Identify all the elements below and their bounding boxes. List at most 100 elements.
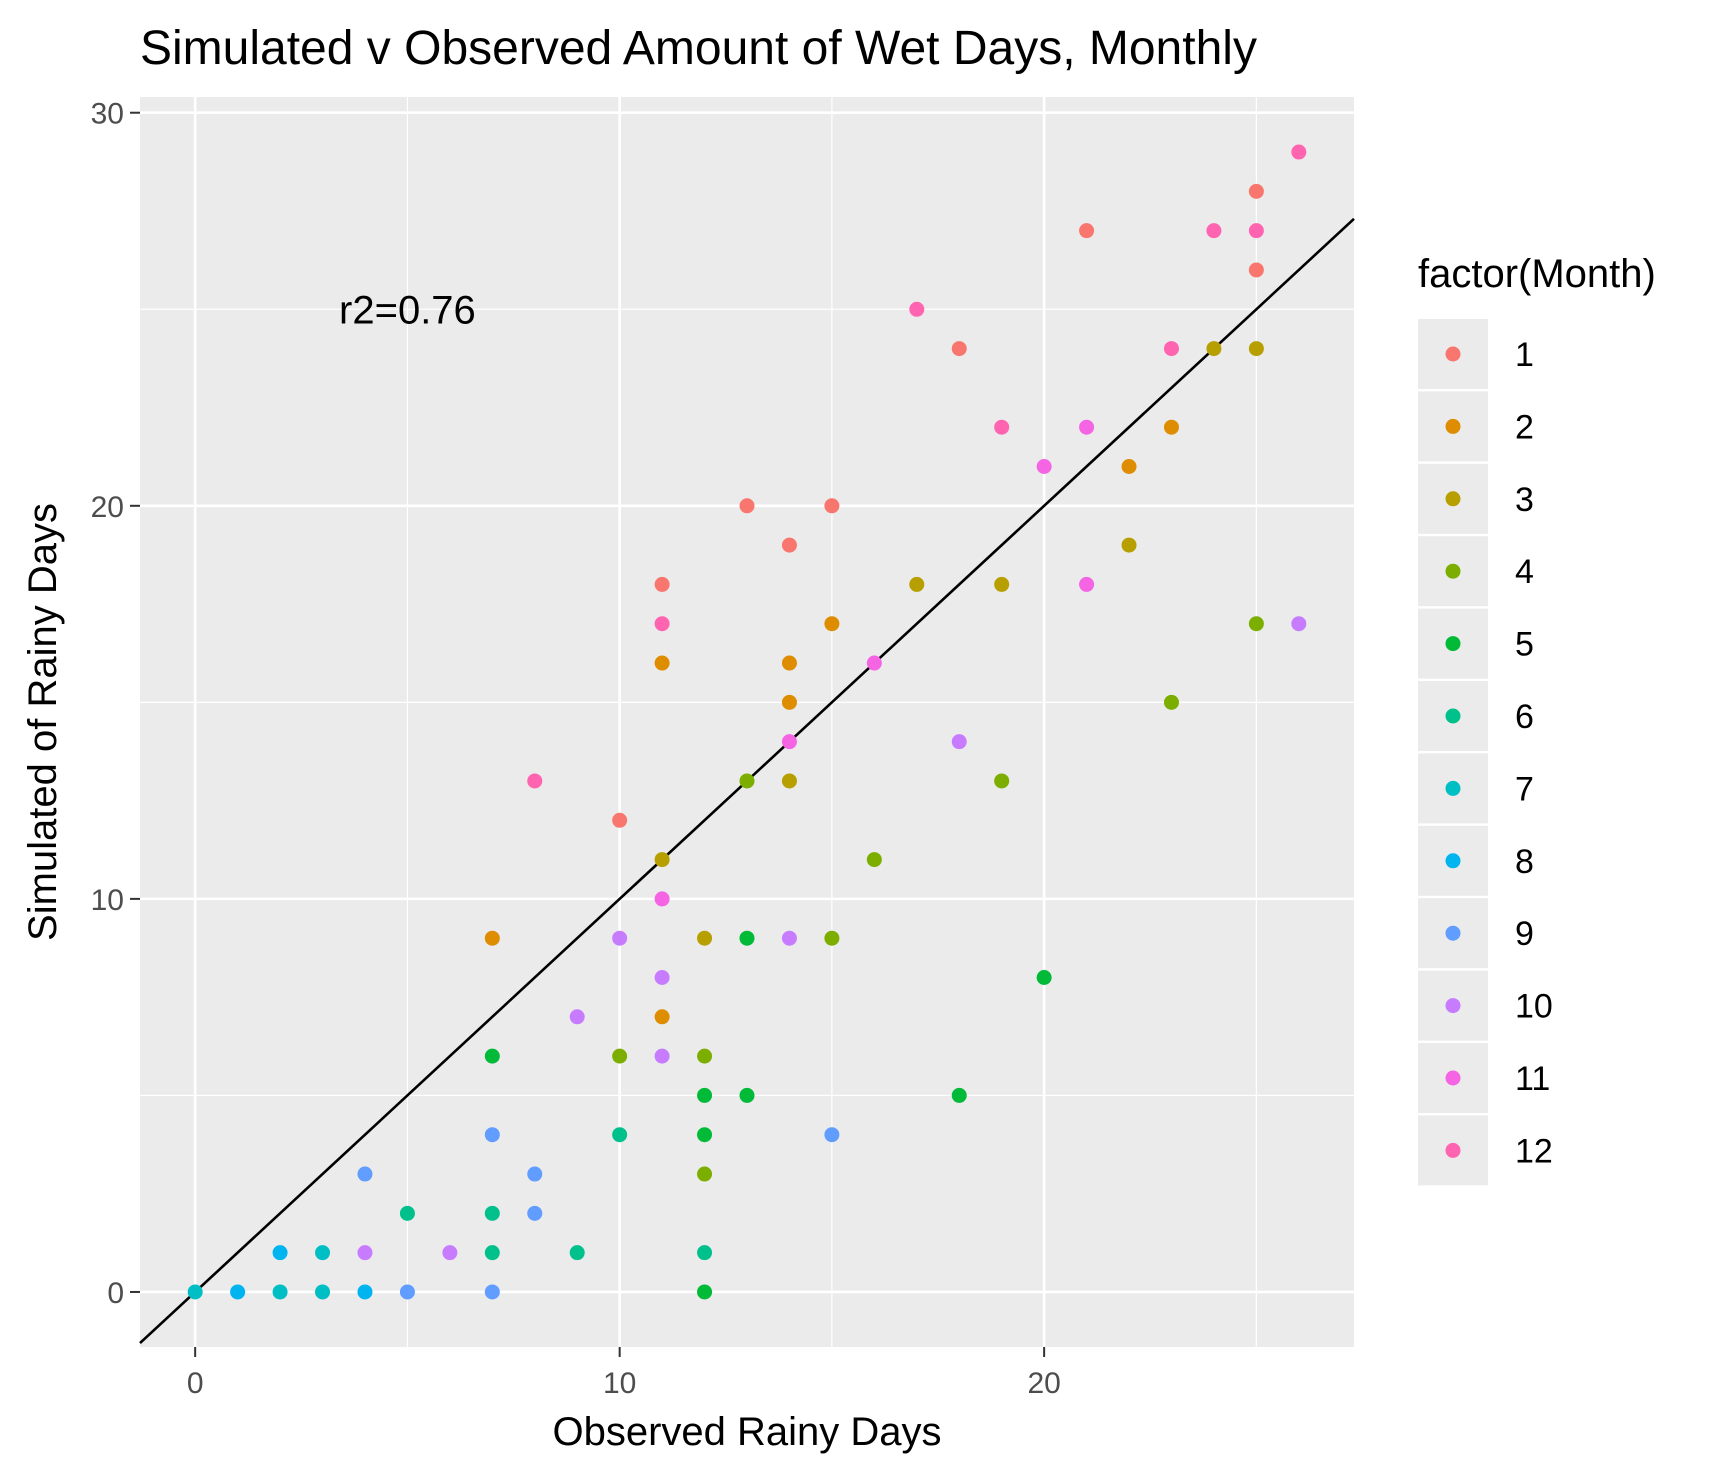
data-point-month-9 [824,1127,840,1143]
data-point-month-1 [739,498,755,514]
data-point-month-9 [527,1205,543,1221]
data-point-month-10 [1291,616,1307,632]
data-point-month-2 [1121,458,1137,474]
data-point-month-5 [739,1087,755,1103]
y-axis-title: Simulated of Rainy Days [21,503,65,941]
chart-title: Simulated v Observed Amount of Wet Days,… [140,22,1257,75]
data-point-month-1 [781,537,797,553]
data-point-month-3 [909,576,925,592]
legend-label: 4 [1515,553,1534,591]
y-tick-label: 10 [91,884,124,917]
x-tick-label: 10 [603,1367,636,1400]
data-point-month-10 [357,1245,373,1261]
data-point-month-10 [612,930,628,946]
data-point-month-5 [1036,970,1052,986]
legend-label: 5 [1515,626,1534,664]
data-point-month-1 [612,812,628,828]
data-point-month-12 [527,773,543,789]
data-point-month-2 [484,930,500,946]
data-point-month-5 [484,1048,500,1064]
data-point-month-9 [484,1127,500,1143]
data-point-month-1 [951,341,967,357]
data-point-month-11 [781,734,797,750]
data-point-month-9 [357,1166,373,1182]
legend-key-swatch [1445,780,1461,796]
y-tick-label: 30 [91,98,124,131]
data-point-month-5 [739,930,755,946]
x-tick-label: 0 [187,1367,204,1400]
data-point-month-7 [272,1284,288,1300]
data-point-month-4 [612,1048,628,1064]
legend-key-swatch [1445,998,1461,1014]
legend-label: 8 [1515,843,1534,881]
data-point-month-2 [654,655,670,671]
x-axis: 0 10 20 [187,1347,1061,1400]
data-point-month-12 [654,616,670,632]
legend-key-swatch [1445,636,1461,652]
legend-key-swatch [1445,563,1461,579]
data-point-month-12 [1291,144,1307,160]
data-point-month-4 [739,773,755,789]
legend-label: 3 [1515,481,1534,519]
data-point-month-5 [951,1087,967,1103]
data-point-month-9 [484,1284,500,1300]
x-axis-title: Observed Rainy Days [552,1410,941,1454]
data-point-month-8 [357,1284,373,1300]
data-point-month-3 [781,773,797,789]
legend-label: 10 [1515,988,1553,1026]
legend-label: 9 [1515,915,1534,953]
y-tick-label: 0 [107,1277,124,1310]
legend-key-swatch [1445,1142,1461,1158]
y-axis: 0 10 20 30 [91,98,140,1310]
data-point-month-7 [315,1245,331,1261]
legend-key-swatch [1445,708,1461,724]
data-point-month-5 [697,1127,713,1143]
data-point-month-5 [697,1284,713,1300]
data-point-month-8 [230,1284,246,1300]
data-point-month-1 [824,498,840,514]
legend-key-swatch [1445,925,1461,941]
legend-title: factor(Month) [1418,252,1656,296]
data-point-month-11 [1079,419,1095,435]
data-point-month-8 [272,1245,288,1261]
data-point-month-7 [315,1284,331,1300]
legend-label: 1 [1515,336,1534,374]
data-point-month-3 [994,576,1010,592]
data-points [187,144,1307,1300]
data-point-month-11 [866,655,882,671]
data-point-month-6 [484,1245,500,1261]
data-point-month-4 [994,773,1010,789]
data-point-month-6 [399,1205,415,1221]
data-point-month-12 [1248,223,1264,239]
data-point-month-2 [654,1009,670,1025]
legend-key-swatch [1445,346,1461,362]
data-point-month-6 [484,1205,500,1221]
data-point-month-5 [697,1087,713,1103]
major-gridlines [140,97,1354,1347]
data-point-month-12 [1206,223,1222,239]
data-point-month-4 [1163,694,1179,710]
data-point-month-3 [1121,537,1137,553]
data-point-month-9 [527,1166,543,1182]
data-point-month-10 [781,930,797,946]
data-point-month-1 [1248,183,1264,199]
data-point-month-10 [654,1048,670,1064]
legend-label: 7 [1515,770,1534,808]
x-tick-label: 20 [1027,1367,1060,1400]
data-point-month-12 [1163,341,1179,357]
data-point-month-4 [697,1048,713,1064]
data-point-month-4 [824,930,840,946]
data-point-month-1 [1248,262,1264,278]
data-point-month-2 [824,616,840,632]
data-point-month-3 [1248,341,1264,357]
data-point-month-4 [1248,616,1264,632]
data-point-month-4 [866,852,882,868]
data-point-month-10 [654,970,670,986]
legend-key-swatch [1445,418,1461,434]
data-point-month-10 [442,1245,458,1261]
legend-key-swatch [1445,1070,1461,1086]
legend-key-swatch [1445,853,1461,869]
data-point-month-1 [1079,223,1095,239]
data-point-month-2 [781,655,797,671]
